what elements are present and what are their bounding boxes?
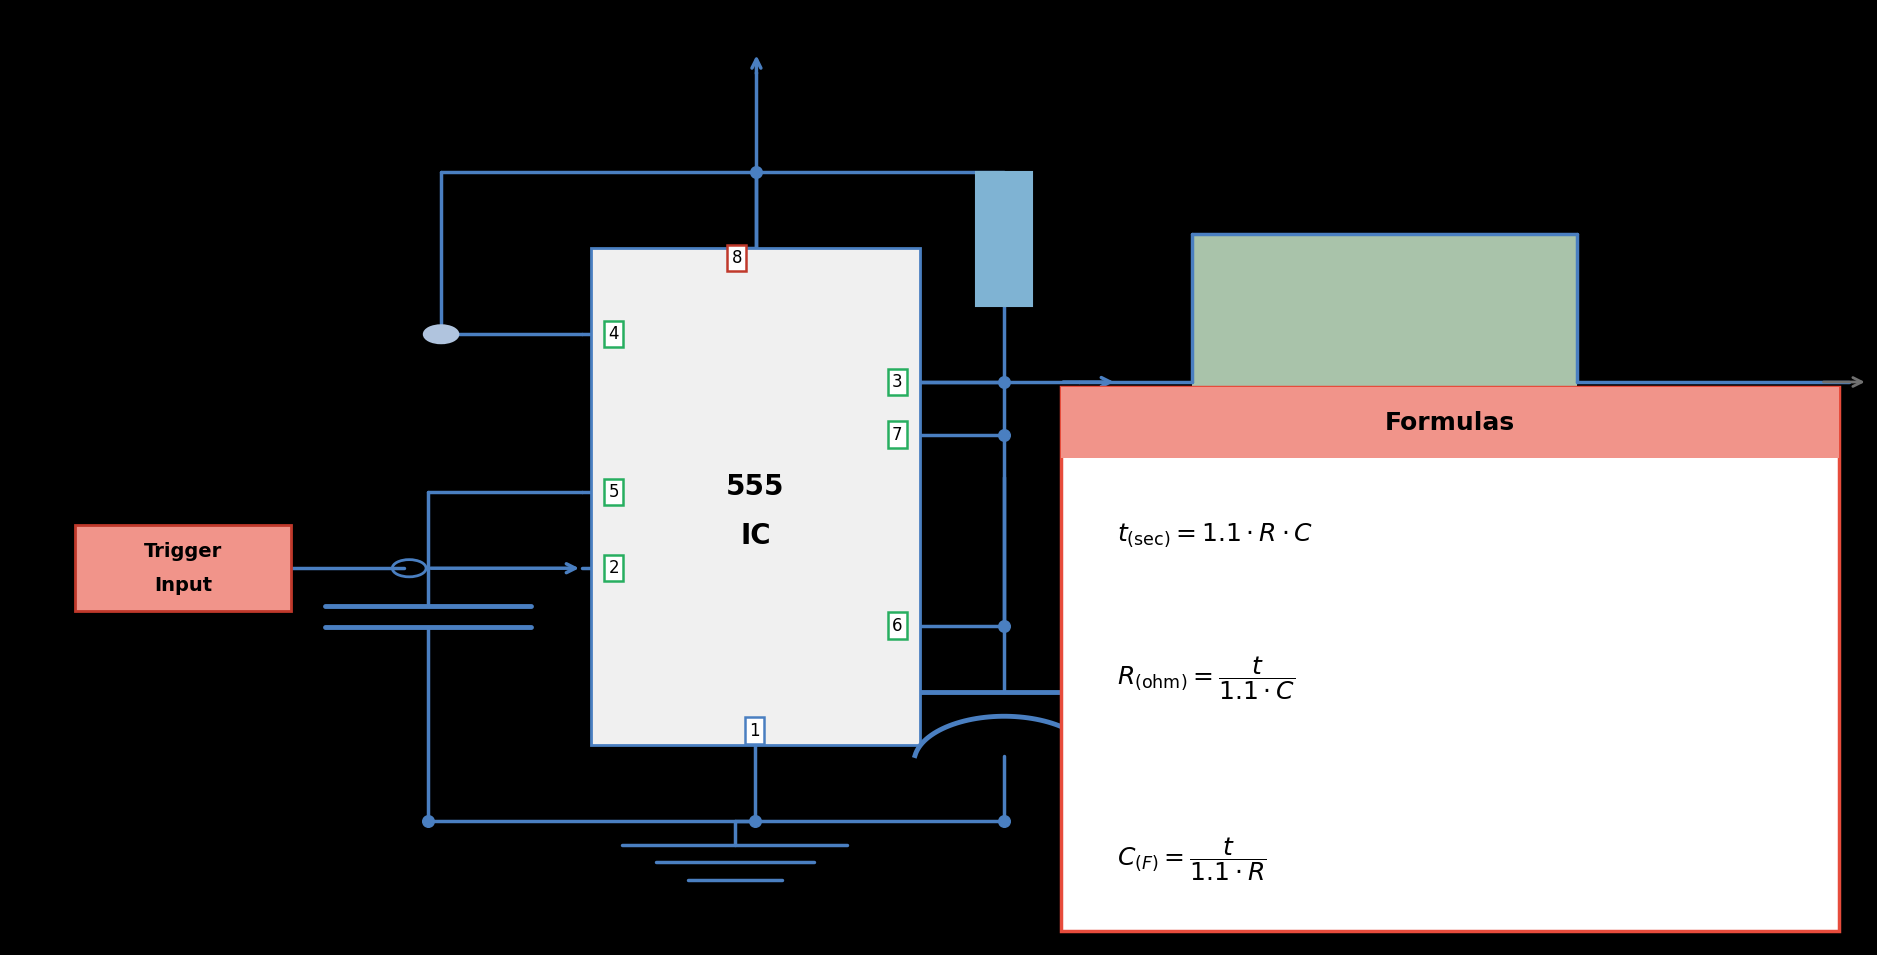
Bar bbox=[976, 172, 1032, 306]
Point bbox=[989, 427, 1019, 442]
Text: IC: IC bbox=[740, 522, 771, 550]
Text: 5: 5 bbox=[608, 483, 619, 500]
Bar bbox=[1192, 234, 1577, 420]
FancyBboxPatch shape bbox=[1061, 387, 1839, 931]
Text: Input: Input bbox=[154, 576, 212, 595]
Text: 7: 7 bbox=[892, 426, 903, 443]
Text: 2: 2 bbox=[608, 560, 619, 577]
Text: Trigger: Trigger bbox=[145, 541, 221, 561]
Point bbox=[740, 814, 770, 829]
Text: 6: 6 bbox=[892, 617, 903, 634]
Text: 8: 8 bbox=[732, 249, 741, 266]
FancyBboxPatch shape bbox=[591, 248, 920, 745]
Text: Formulas: Formulas bbox=[1385, 411, 1515, 435]
FancyBboxPatch shape bbox=[75, 525, 291, 611]
Point bbox=[741, 164, 771, 180]
Point bbox=[989, 618, 1019, 633]
Point bbox=[413, 814, 443, 829]
Text: 4: 4 bbox=[608, 326, 619, 343]
Circle shape bbox=[424, 326, 458, 343]
Point bbox=[989, 374, 1019, 390]
Text: $C_{(F)} = \dfrac{t}{1.1 \cdot R}$: $C_{(F)} = \dfrac{t}{1.1 \cdot R}$ bbox=[1117, 836, 1267, 883]
Text: 555: 555 bbox=[726, 473, 785, 500]
Bar bbox=[1061, 387, 1839, 458]
Text: 3: 3 bbox=[892, 373, 903, 391]
Point bbox=[989, 814, 1019, 829]
Text: $t_{(\mathrm{sec})} = 1.1 \cdot R \cdot C$: $t_{(\mathrm{sec})} = 1.1 \cdot R \cdot … bbox=[1117, 521, 1314, 548]
Text: $R_{(\mathrm{ohm})} = \dfrac{t}{1.1 \cdot C}$: $R_{(\mathrm{ohm})} = \dfrac{t}{1.1 \cdo… bbox=[1117, 654, 1295, 702]
Text: 1: 1 bbox=[749, 722, 760, 739]
